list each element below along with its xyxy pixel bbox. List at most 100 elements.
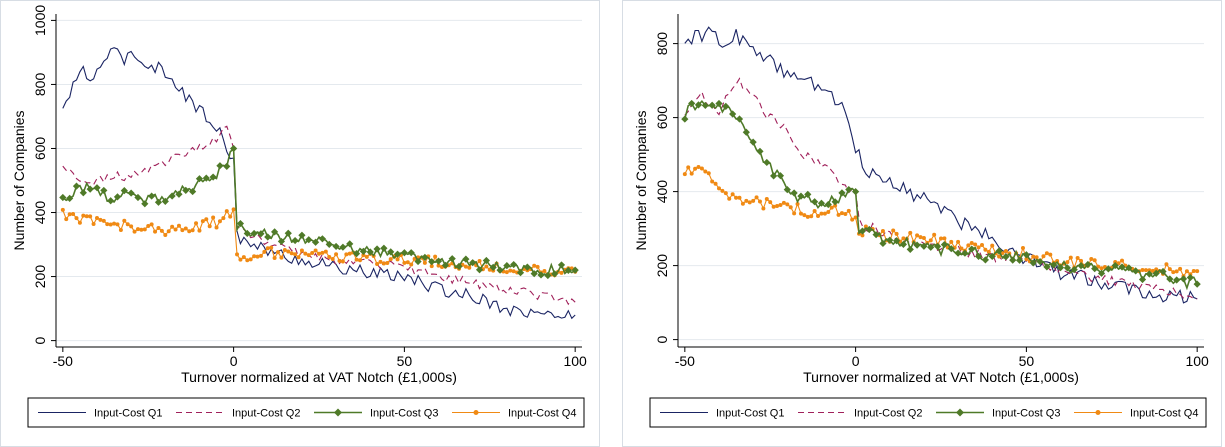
data-point-dot bbox=[64, 217, 69, 222]
data-point-dot bbox=[833, 203, 838, 208]
data-point-diamond bbox=[1193, 280, 1201, 288]
data-point-dot bbox=[785, 202, 790, 207]
data-point-dot bbox=[146, 223, 151, 228]
data-point-diamond bbox=[482, 256, 490, 265]
data-point-diamond bbox=[72, 182, 81, 190]
data-point-diamond bbox=[1091, 264, 1099, 273]
data-point-diamond bbox=[462, 255, 470, 263]
data-point-diamond bbox=[305, 236, 313, 244]
data-point-dot bbox=[703, 169, 708, 174]
data-point-dot bbox=[327, 255, 332, 260]
data-point-dot bbox=[258, 253, 263, 258]
data-point-dot bbox=[159, 228, 164, 233]
data-point-diamond bbox=[954, 249, 962, 257]
data-point-diamond bbox=[421, 253, 429, 261]
data-point-dot bbox=[221, 216, 226, 221]
data-point-diamond bbox=[298, 231, 306, 239]
data-point-dot bbox=[891, 228, 896, 233]
series-line-1 bbox=[62, 47, 576, 320]
data-point-dot bbox=[269, 245, 274, 250]
data-point-diamond bbox=[332, 242, 340, 251]
data-point-dot bbox=[265, 246, 270, 251]
x-tick-label: 0 bbox=[852, 353, 860, 369]
data-point-diamond bbox=[1063, 264, 1071, 272]
data-point-dot bbox=[781, 200, 786, 205]
data-point-diamond bbox=[701, 101, 709, 110]
data-point-diamond bbox=[366, 248, 374, 256]
data-point-dot bbox=[245, 258, 250, 263]
data-point-dot bbox=[727, 196, 732, 201]
data-point-dot bbox=[334, 252, 339, 257]
data-point-dot bbox=[894, 231, 899, 236]
data-point-dot bbox=[921, 236, 926, 241]
data-point-diamond bbox=[783, 186, 791, 194]
data-point-diamond bbox=[134, 193, 142, 202]
data-point-diamond bbox=[1173, 276, 1181, 284]
data-point-dot bbox=[207, 224, 212, 229]
x-tick-label: -50 bbox=[675, 353, 695, 369]
data-point-dot bbox=[170, 224, 175, 229]
data-point-diamond bbox=[175, 190, 183, 198]
data-point-dot bbox=[361, 253, 366, 258]
data-point-diamond bbox=[339, 243, 347, 251]
data-point-diamond bbox=[1132, 267, 1140, 275]
data-point-dot bbox=[467, 265, 472, 270]
data-point-diamond bbox=[195, 175, 204, 183]
data-point-diamond bbox=[947, 245, 955, 253]
chart-panel-right: 0 200 400 600 800 -50 0 50 100 Turnover normalize… bbox=[622, 0, 1222, 447]
data-point-diamond bbox=[817, 199, 826, 207]
data-point-diamond bbox=[434, 257, 443, 265]
data-point-diamond bbox=[475, 266, 484, 274]
data-point-dot bbox=[67, 212, 72, 217]
data-point-diamond bbox=[1015, 256, 1024, 264]
data-point-diamond bbox=[1118, 263, 1126, 271]
data-point-dot bbox=[802, 213, 807, 218]
legend-label-2: Input-Cost Q2 bbox=[854, 408, 922, 420]
data-point-dot bbox=[320, 250, 325, 255]
data-point-dot bbox=[1044, 251, 1049, 256]
data-point-dot bbox=[88, 214, 93, 219]
data-point-diamond bbox=[1104, 265, 1112, 273]
data-point-dot bbox=[949, 239, 954, 244]
data-point-diamond bbox=[291, 236, 299, 245]
data-point-dot bbox=[347, 251, 352, 256]
data-point-dot bbox=[337, 258, 342, 263]
data-point-dot bbox=[60, 207, 65, 212]
legend-marker bbox=[473, 410, 479, 415]
legend-label-1: Input-Cost Q1 bbox=[716, 408, 784, 420]
data-point-dot bbox=[966, 243, 971, 248]
data-point-dot bbox=[402, 260, 407, 265]
data-point-dot bbox=[843, 211, 848, 216]
data-point-diamond bbox=[824, 200, 832, 209]
data-point-dot bbox=[734, 195, 739, 200]
data-point-diamond bbox=[530, 270, 538, 278]
data-point-dot bbox=[388, 257, 393, 262]
data-point-dot bbox=[84, 214, 89, 219]
data-point-dot bbox=[997, 254, 1002, 259]
data-point-diamond bbox=[1186, 273, 1194, 282]
data-point-dot bbox=[272, 255, 277, 260]
data-point-dot bbox=[716, 186, 721, 191]
data-point-dot bbox=[542, 269, 547, 274]
data-point-dot bbox=[217, 219, 222, 224]
data-point-diamond bbox=[516, 269, 525, 277]
data-point-dot bbox=[508, 268, 513, 273]
data-point-diamond bbox=[1077, 261, 1085, 270]
data-point-diamond bbox=[1070, 266, 1078, 274]
data-point-dot bbox=[1075, 255, 1080, 260]
data-point-dot bbox=[535, 264, 540, 269]
data-point-dot bbox=[101, 218, 106, 223]
data-point-dot bbox=[173, 227, 178, 232]
data-point-diamond bbox=[455, 262, 463, 270]
data-point-dot bbox=[983, 247, 988, 252]
data-point-dot bbox=[183, 226, 188, 231]
data-point-dot bbox=[846, 208, 851, 213]
data-point-diamond bbox=[414, 257, 422, 266]
data-point-dot bbox=[200, 219, 205, 224]
data-point-diamond bbox=[441, 261, 449, 269]
data-point-dot bbox=[74, 216, 79, 221]
data-point-dot bbox=[235, 252, 240, 257]
data-point-diamond bbox=[448, 255, 456, 263]
legend-label-3: Input-Cost Q3 bbox=[370, 408, 438, 420]
y-tick-label: 200 bbox=[654, 254, 670, 278]
